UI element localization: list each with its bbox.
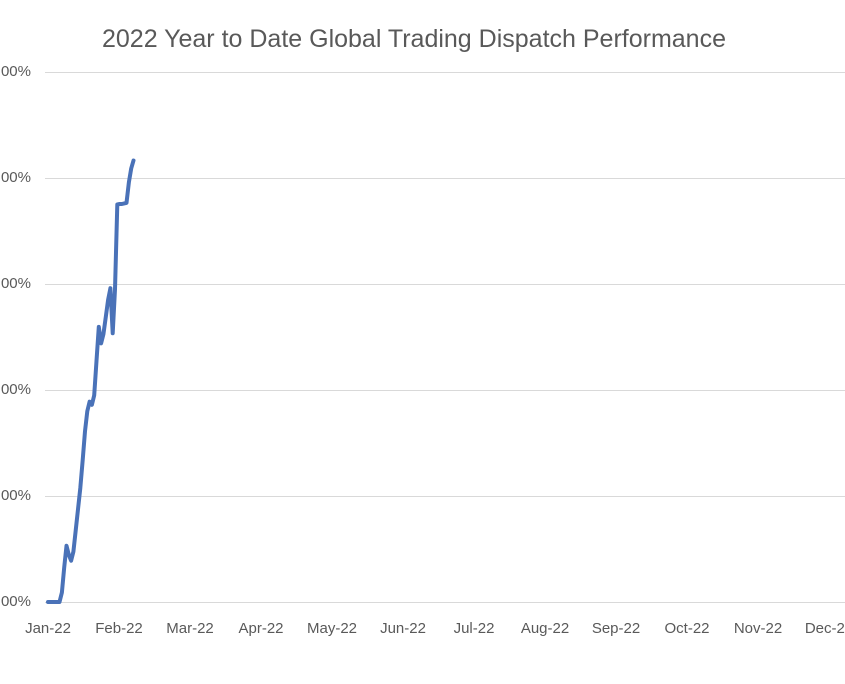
y-tick-label: 00%	[0, 487, 31, 504]
x-tick-label: Aug-22	[520, 620, 570, 637]
y-tick-label: 00%	[0, 169, 31, 186]
chart-title: 2022 Year to Date Global Trading Dispatc…	[102, 25, 726, 53]
x-tick-label: Oct-22	[664, 620, 710, 637]
x-tick-label: Jul-22	[453, 620, 495, 637]
performance-line-series	[46, 158, 136, 604]
y-tick-label: 00%	[0, 275, 31, 292]
y-tick-label: 00%	[0, 593, 31, 610]
x-tick-label: Jun-22	[380, 620, 426, 637]
x-tick-label: Sep-22	[591, 620, 641, 637]
gridlines	[45, 72, 845, 603]
x-tick-label: Dec-22	[804, 620, 845, 637]
y-tick-label: 00%	[0, 63, 31, 80]
x-tick-label: Apr-22	[238, 620, 284, 637]
x-tick-label: Jan-22	[25, 620, 71, 637]
x-tick-label: Mar-22	[166, 620, 214, 637]
x-tick-label: Feb-22	[95, 620, 143, 637]
x-tick-label: Nov-22	[733, 620, 783, 637]
x-tick-label: May-22	[306, 620, 358, 637]
y-tick-label: 00%	[0, 381, 31, 398]
